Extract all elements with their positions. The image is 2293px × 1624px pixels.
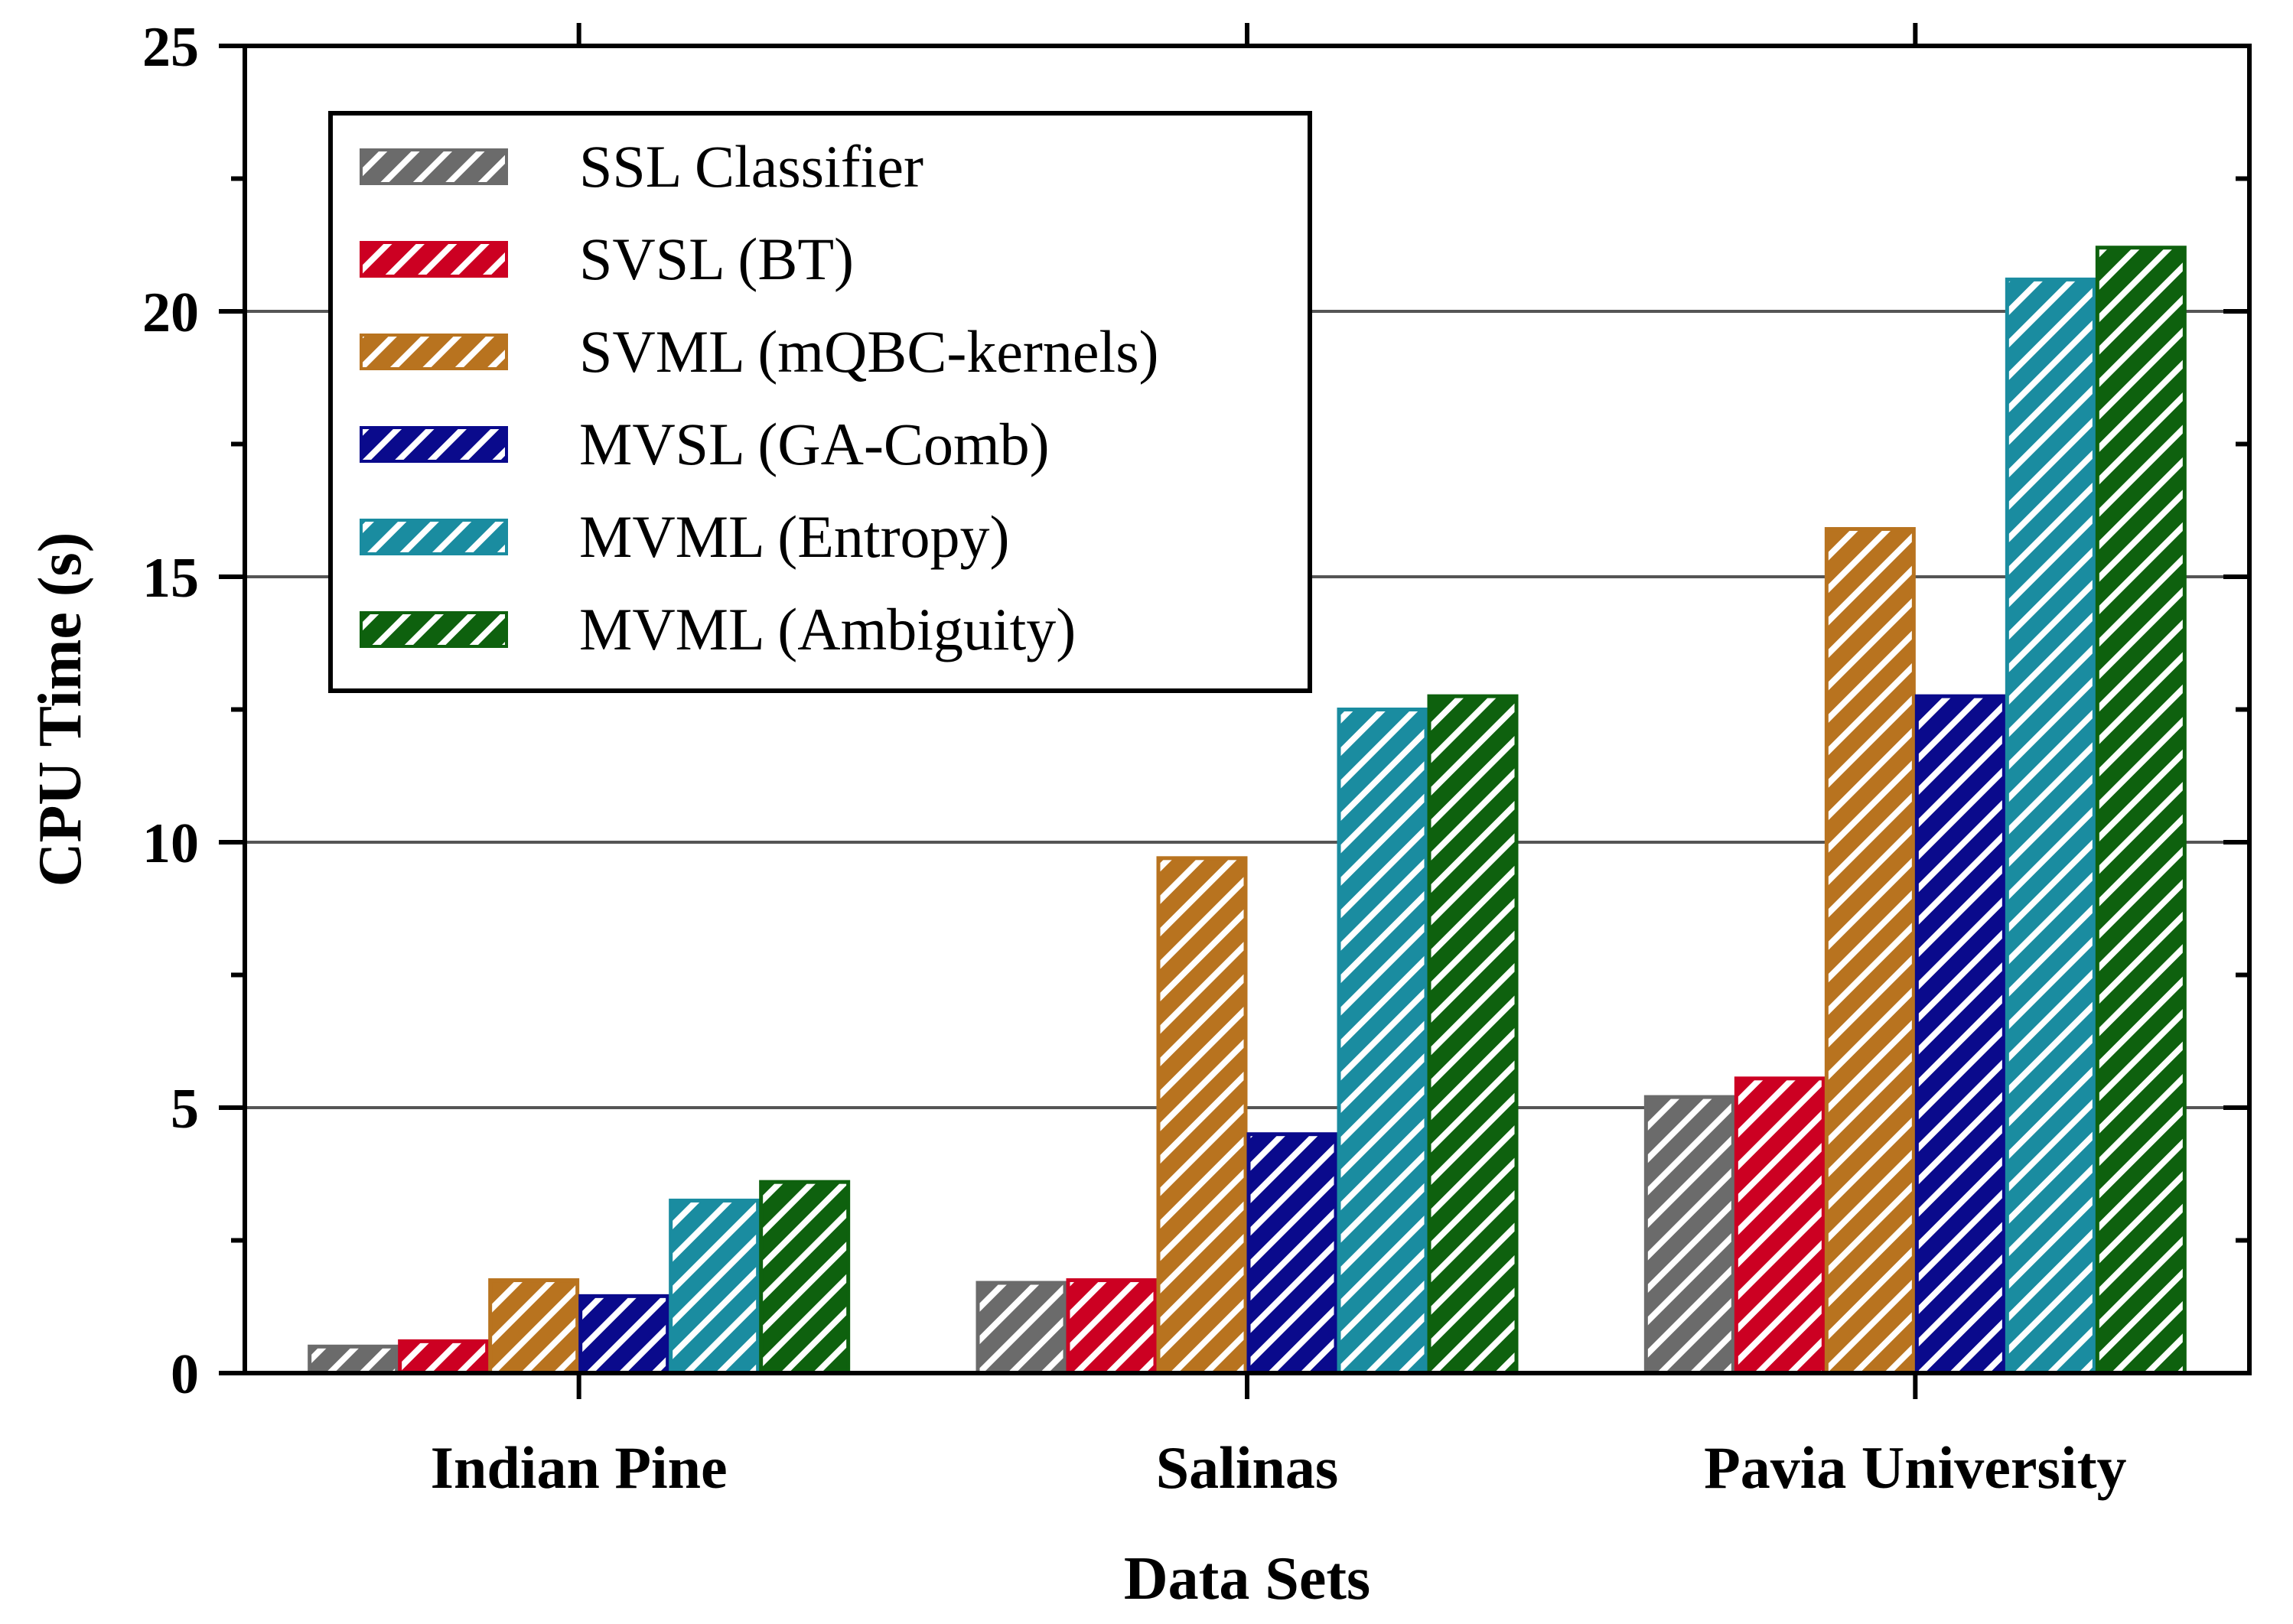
bar-ssl-classifier-indian-pine xyxy=(308,1344,399,1375)
bar-svsl-bt-pavia-university xyxy=(1734,1076,1826,1375)
legend-swatch-mvsl-ga-comb xyxy=(360,426,508,463)
y-tick-label: 5 xyxy=(171,1078,199,1141)
bar-mvml-ambiguity-salinas xyxy=(1427,694,1519,1375)
bar-ssl-classifier-salinas xyxy=(976,1281,1067,1375)
y-tick-label: 0 xyxy=(171,1343,199,1406)
bars xyxy=(308,246,2187,1375)
legend-box xyxy=(328,111,1312,693)
legend-swatch-svsl-bt xyxy=(360,241,508,278)
bar-mvml-entropy-salinas xyxy=(1337,708,1428,1375)
x-tick-label-indian-pine: Indian Pine xyxy=(431,1434,728,1501)
bar-mvsl-ga-comb-pavia-university xyxy=(1914,694,2006,1375)
labels: 0 5 10 15 20 25 Indian Pine Salinas Pavia Univer… xyxy=(27,16,2127,1613)
bar-svml-mqbc-kernels-salinas xyxy=(1156,856,1248,1375)
bar-mvml-entropy-indian-pine xyxy=(669,1198,761,1375)
bar-svsl-bt-indian-pine xyxy=(398,1339,490,1375)
legend-label-mvml-entropy: MVML (Entropy) xyxy=(579,503,1010,570)
legend-swatch-ssl-classifier xyxy=(360,148,508,185)
bar-mvml-ambiguity-indian-pine xyxy=(759,1180,851,1375)
y-axis-title: CPU Time (s) xyxy=(27,532,94,887)
axes xyxy=(219,23,2252,1399)
y-tick-label: 15 xyxy=(142,547,199,610)
bar-mvsl-ga-comb-indian-pine xyxy=(578,1294,670,1375)
legend-label-mvml-ambiguity: MVML (Ambiguity) xyxy=(579,596,1076,662)
x-axis-title: Data Sets xyxy=(1124,1545,1370,1613)
bar-mvml-entropy-pavia-university xyxy=(2005,277,2096,1375)
y-tick-label: 20 xyxy=(142,282,199,344)
bar-svml-mqbc-kernels-indian-pine xyxy=(488,1278,580,1375)
legend-label-ssl-classifier: SSL Classifier xyxy=(579,133,923,200)
bar-ssl-classifier-pavia-university xyxy=(1643,1095,1735,1375)
x-tick-label-pavia-university: Pavia University xyxy=(1704,1434,2126,1501)
y-tick-label: 10 xyxy=(142,812,199,875)
legend-label-svml-mqbc-kernels: SVML (mQBC-kernels) xyxy=(579,318,1159,385)
x-tick-label-salinas: Salinas xyxy=(1156,1434,1338,1501)
y-tick-label: 25 xyxy=(142,16,199,79)
bar-svml-mqbc-kernels-pavia-university xyxy=(1824,527,1916,1375)
legend-label-svsl-bt: SVSL (BT) xyxy=(579,226,854,292)
legend-swatch-mvml-ambiguity xyxy=(360,611,508,648)
bar-svsl-bt-salinas xyxy=(1066,1278,1158,1375)
legend-label-mvsl-ga-comb: MVSL (GA-Comb) xyxy=(579,411,1050,477)
legend-swatch-svml-mqbc-kernels xyxy=(360,334,508,370)
bar-mvml-ambiguity-pavia-university xyxy=(2095,246,2187,1375)
bar-mvsl-ga-comb-salinas xyxy=(1246,1132,1338,1375)
legend-swatch-mvml-entropy xyxy=(360,519,508,555)
legend: SSL Classifier SVSL (BT) SVML (mQBC-kernel… xyxy=(328,111,1312,693)
